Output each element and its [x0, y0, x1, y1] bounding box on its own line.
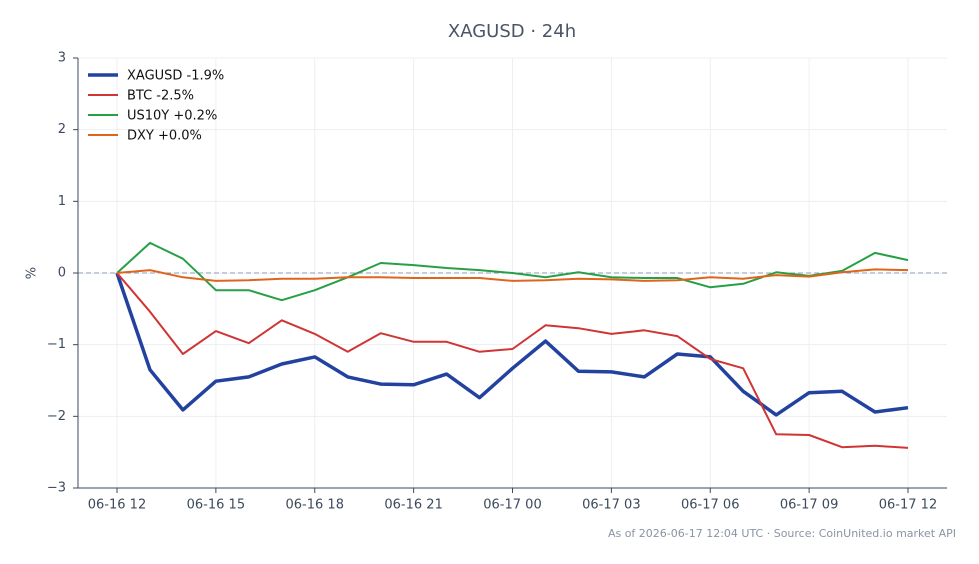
- y-tick-label: 0: [58, 266, 66, 281]
- x-tick-label: 06-16 12: [88, 498, 146, 513]
- x-tick-label: 06-17 03: [582, 498, 640, 513]
- y-tick-label: 2: [58, 122, 66, 137]
- x-tick-label: 06-16 18: [286, 498, 344, 513]
- y-tick-label: 3: [58, 51, 66, 66]
- legend-label: XAGUSD -1.9%: [127, 69, 224, 84]
- x-tick-label: 06-16 15: [187, 498, 245, 513]
- x-tick-label: 06-16 21: [384, 498, 442, 513]
- footnote: As of 2026-06-17 12:04 UTC · Source: Coi…: [608, 527, 956, 540]
- y-tick-label: 1: [58, 194, 66, 209]
- series-line: [116, 241, 909, 302]
- series-line: [116, 268, 909, 282]
- legend-label: DXY +0.0%: [127, 129, 202, 144]
- legend-label: BTC -2.5%: [127, 89, 194, 104]
- y-tick-label: −3: [47, 481, 66, 496]
- y-tick-label: −2: [47, 409, 66, 424]
- y-axis-label: %: [25, 267, 40, 279]
- chart-title: XAGUSD · 24h: [448, 21, 576, 42]
- y-tick-label: −1: [47, 337, 66, 352]
- x-tick-label: 06-17 09: [780, 498, 838, 513]
- legend-label: US10Y +0.2%: [127, 109, 217, 124]
- series-line: [115, 272, 909, 417]
- x-tick-label: 06-17 06: [681, 498, 739, 513]
- series-line: [116, 272, 909, 449]
- x-tick-label: 06-17 12: [879, 498, 937, 513]
- x-tick-label: 06-17 00: [483, 498, 541, 513]
